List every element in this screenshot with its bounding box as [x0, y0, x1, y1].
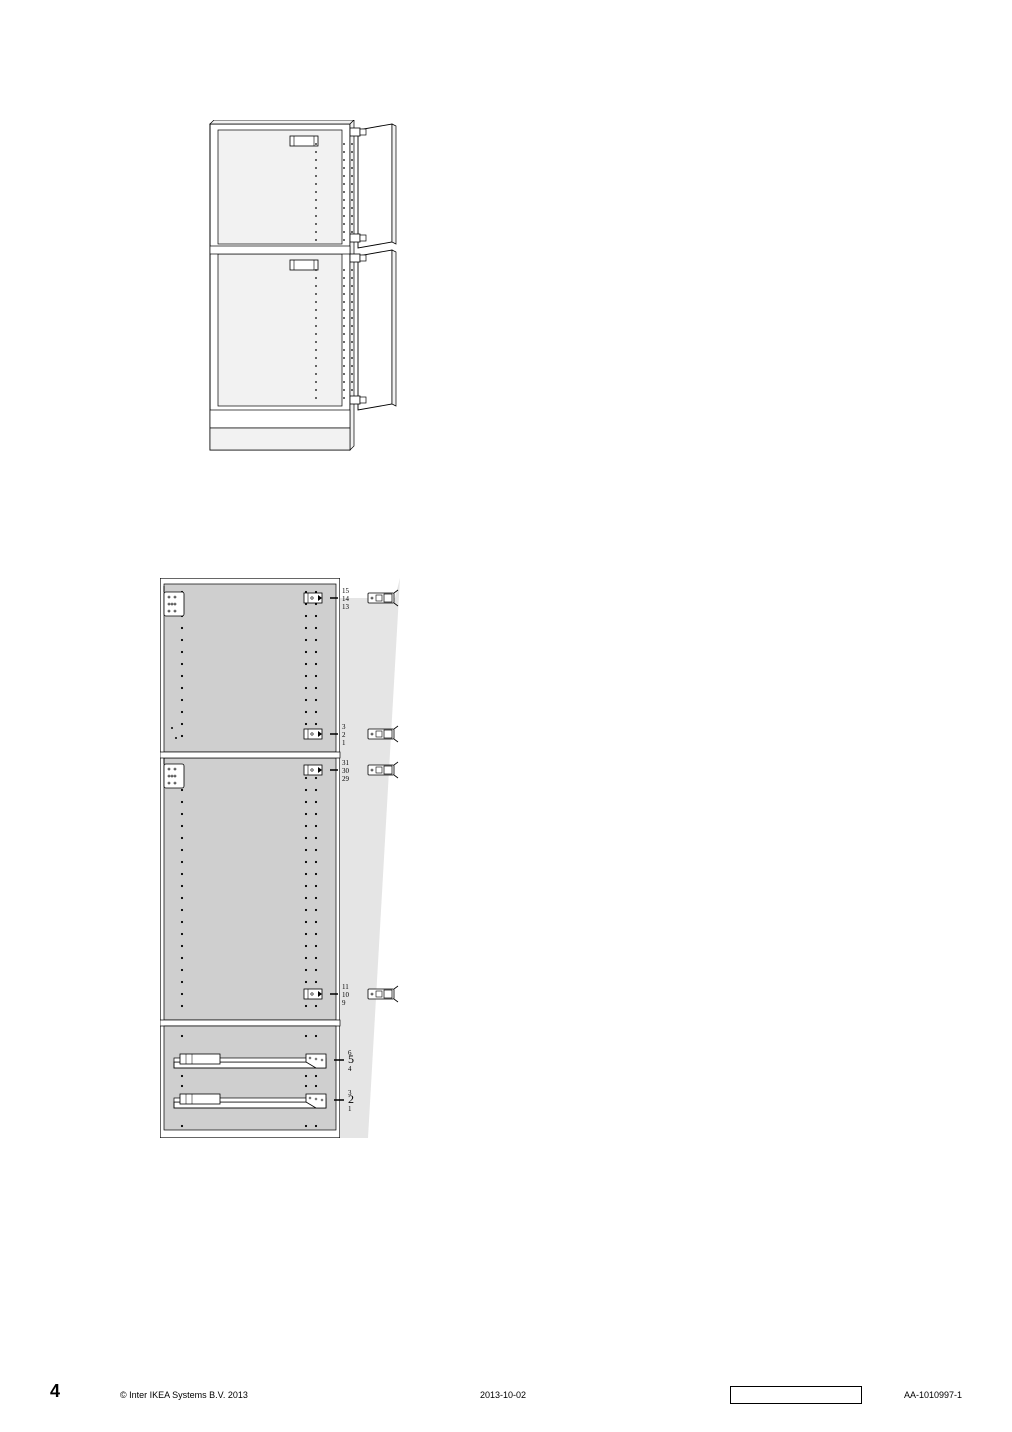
page-number: 4: [50, 1381, 60, 1402]
svg-text:4: 4: [348, 1065, 352, 1073]
svg-text:13: 13: [342, 603, 350, 611]
figure-cabinet-open: [200, 120, 405, 485]
svg-cabinet-open: [200, 120, 405, 480]
svg-text:5: 5: [348, 1052, 354, 1066]
doc-id: AA-1010997-1: [904, 1390, 962, 1400]
svg-text:2: 2: [342, 731, 346, 739]
svg-hole-layout: 15141332131302911109654321: [160, 578, 420, 1138]
svg-text:29: 29: [342, 775, 350, 783]
svg-text:14: 14: [342, 595, 350, 603]
page: 15141332131302911109654321 4 © Inter IKE…: [0, 0, 1012, 1432]
svg-text:1: 1: [348, 1105, 352, 1113]
svg-text:9: 9: [342, 999, 346, 1007]
copyright: © Inter IKEA Systems B.V. 2013: [120, 1390, 248, 1400]
svg-text:11: 11: [342, 983, 349, 991]
doc-date: 2013-10-02: [480, 1390, 526, 1400]
svg-text:30: 30: [342, 767, 350, 775]
svg-text:15: 15: [342, 587, 350, 595]
svg-text:10: 10: [342, 991, 350, 999]
figure-hole-layout: 15141332131302911109654321: [160, 578, 420, 1143]
svg-text:31: 31: [342, 759, 350, 767]
blank-box: [730, 1386, 862, 1404]
svg-text:2: 2: [348, 1092, 354, 1106]
svg-text:3: 3: [342, 723, 346, 731]
svg-text:1: 1: [342, 739, 346, 747]
footer: 4 © Inter IKEA Systems B.V. 2013 2013-10…: [0, 1378, 1012, 1402]
